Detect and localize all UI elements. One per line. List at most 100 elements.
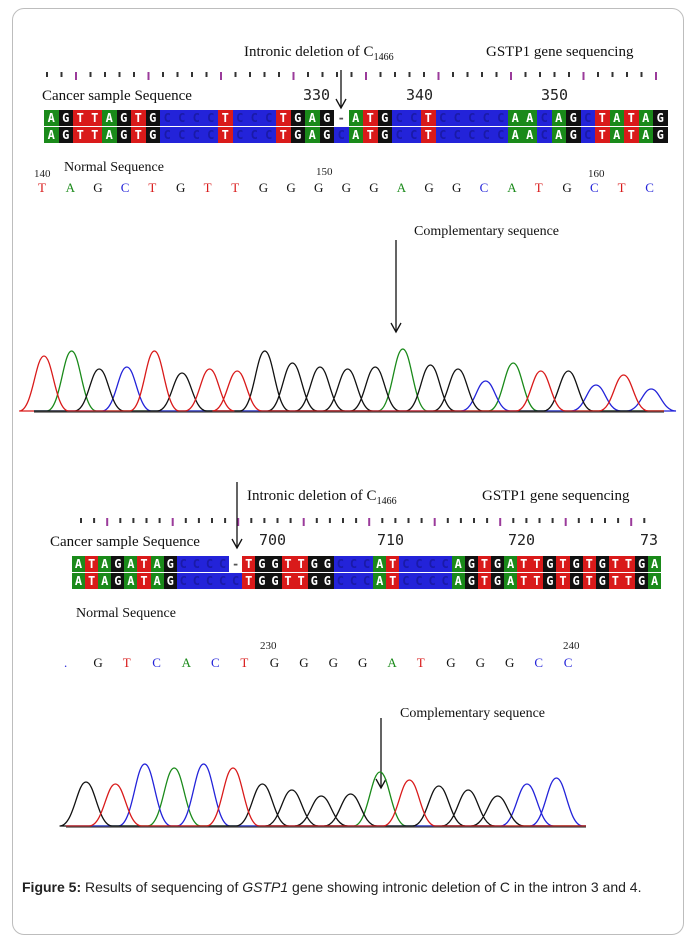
normal-base: G [176,180,186,195]
base-cell: T [363,127,378,143]
ruler-tick [249,72,251,77]
base-cell: A [150,556,164,572]
base-cell: C [580,110,595,126]
ruler-tick [564,518,567,526]
base-cell: T [556,573,570,589]
base-cell: A [348,127,363,143]
caption-text-start: Results of sequencing of [81,879,243,895]
base-cell: A [508,110,523,126]
base-cell: C [438,556,452,572]
base-cell: A [72,556,86,572]
normal-base: A [181,655,191,670]
base-cell: C [435,127,450,143]
base-cell: C [333,573,347,589]
caption-label: Figure 5: [22,879,82,895]
base-cell: G [595,573,609,589]
ruler-tick [423,72,425,77]
deletion-annotation-2: Intronic deletion of C1466 [247,488,397,507]
ruler-tick [577,518,580,523]
ruler-tick [446,518,449,523]
base-cell: T [218,110,233,126]
base-cell: A [124,556,138,572]
ruler-tick [158,518,161,523]
ruler-tick [407,518,410,523]
normal-label-2: Normal Sequence [76,606,176,621]
ruler-tick [452,72,454,77]
normal-base: C [479,180,489,195]
base-cell: G [268,573,282,589]
base-cell: A [102,127,117,143]
ruler-tick [263,72,266,77]
base-cell: C [216,556,230,572]
ruler-tick [626,72,628,77]
ruler-tick [191,72,193,77]
base-cell: C [464,127,479,143]
ruler-tick [184,518,187,523]
ruler-tick [655,72,657,80]
base-cell: G [111,556,125,572]
base-cell: T [131,127,146,143]
base-cell: A [102,110,117,126]
normal-base: G [446,655,456,670]
base-cell: T [517,573,531,589]
ruler-tick [611,72,614,77]
chromatogram-2-trace-G [59,781,586,827]
base-cell: G [320,556,334,572]
normal-base: C [211,655,220,670]
normal-base: G [93,180,103,195]
base-cell: C [232,127,247,143]
base-cell: A [451,573,465,589]
base-cell: A [150,573,164,589]
base-cell: G [491,556,505,572]
ruler-tick [234,72,237,77]
base-cell: A [551,127,566,143]
base-cell: A [72,573,86,589]
chromatogram-1-trace-C [34,366,677,412]
normal-base: T [148,180,157,195]
base-cell: C [174,127,189,143]
ruler-tick [211,518,213,523]
normal-base: G [93,655,103,670]
base-cell: T [276,110,291,126]
base-cell: C [174,110,189,126]
ruler-tick [551,518,554,523]
figure-frame [12,8,684,935]
base-cell: G [635,573,649,589]
ruler-tick [104,72,106,77]
base-cell: A [638,127,653,143]
ruler-tick [205,72,208,77]
base-cell: A [44,127,59,143]
base-cell: T [281,573,295,589]
base-cell: T [621,556,636,572]
base-cell: G [320,573,334,589]
normal-base: G [475,655,485,670]
ruler-number: 720 [508,531,536,549]
base-cell: C [425,573,439,589]
base-cell: C [176,573,190,589]
base-cell: T [624,127,639,143]
base-cell: C [406,110,421,126]
normal-base: A [396,180,407,195]
deletion-arrow-1-head [335,98,347,110]
base-cell: G [566,110,581,126]
ruler-number: 710 [377,531,405,549]
complementary-arrow-1-head [390,322,402,334]
base-cell: G [569,556,583,572]
base-cell: G [145,127,160,143]
base-cell: C [202,573,217,589]
complementary-label-2: Complementary sequence [400,706,546,721]
ruler-tick [553,72,556,77]
base-cell: G [566,127,581,143]
normal-base: G [269,655,280,670]
base-cell: A [124,573,138,589]
base-cell: C [261,127,276,143]
base-cell: G [464,556,478,572]
base-cell: T [131,110,146,126]
base-cell: T [276,127,291,143]
base-cell: T [137,556,151,572]
base-cell: T [87,110,102,126]
base-cell: G [653,110,668,126]
ruler-tick [276,518,279,523]
base-cell: C [399,573,413,589]
